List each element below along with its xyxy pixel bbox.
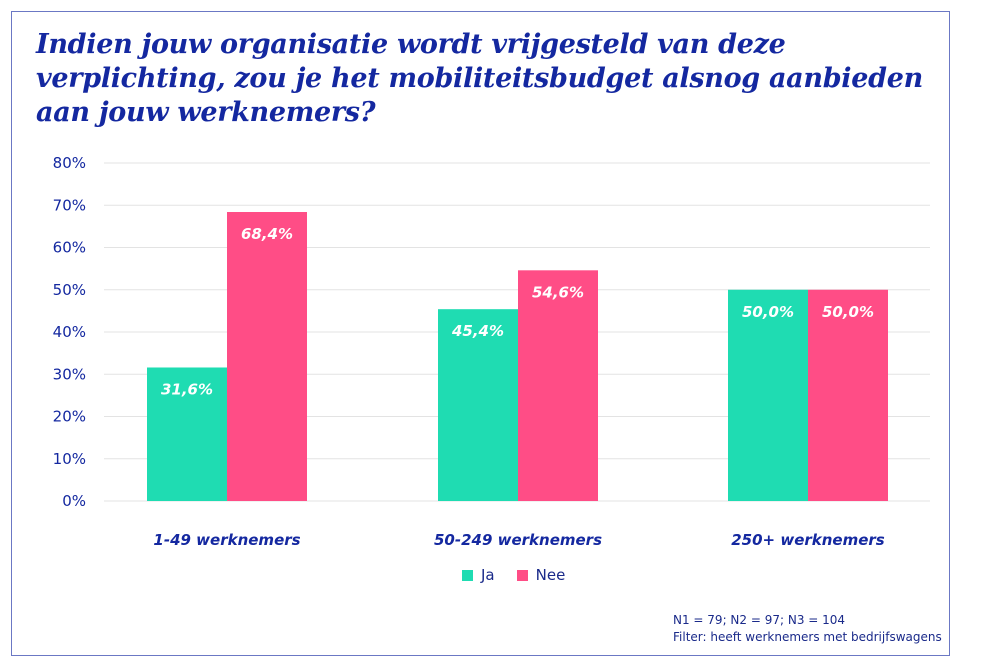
y-tick-label: 30% (53, 365, 86, 383)
y-tick-label: 60% (53, 239, 86, 257)
legend-label: Nee (535, 566, 566, 584)
x-category-label: 250+ werknemers (731, 531, 885, 549)
filter-note: Filter: heeft werknemers met bedrijfswag… (673, 630, 942, 644)
legend-label: Ja (481, 566, 495, 584)
legend-swatch-ja (462, 570, 473, 581)
bar-nee (227, 212, 307, 501)
y-tick-label: 80% (53, 154, 86, 172)
bar-nee (808, 289, 888, 501)
legend: Ja Nee (462, 566, 565, 584)
footnote: N1 = 79; N2 = 97; N3 = 104 Filter: heeft… (673, 612, 942, 646)
data-label: 50,0% (822, 303, 874, 321)
y-tick-label: 70% (53, 196, 86, 214)
y-tick-label: 40% (53, 323, 86, 341)
data-label: 50,0% (742, 303, 794, 321)
legend-item-ja: Ja (462, 566, 495, 584)
data-label: 68,4% (241, 225, 293, 243)
bar-nee (518, 270, 598, 501)
y-tick-label: 10% (53, 450, 86, 468)
data-label: 31,6% (161, 380, 213, 398)
bar-ja (147, 367, 227, 501)
data-label: 45,4% (451, 322, 504, 340)
y-tick-label: 20% (53, 408, 86, 426)
x-category-label: 50-249 werknemers (434, 531, 602, 549)
sample-size-note: N1 = 79; N2 = 97; N3 = 104 (673, 613, 846, 627)
y-tick-label: 0% (62, 492, 86, 510)
y-tick-label: 50% (53, 281, 86, 299)
legend-swatch-nee (516, 570, 528, 581)
x-category-label: 1-49 werknemers (153, 531, 300, 549)
legend-item-nee: Nee (516, 566, 566, 584)
chart-title: Indien jouw organisatie wordt vrijgestel… (36, 29, 923, 128)
chart-frame (11, 11, 950, 656)
data-label: 54,6% (532, 283, 584, 301)
bar-ja (438, 309, 518, 501)
bar-ja (728, 289, 808, 501)
